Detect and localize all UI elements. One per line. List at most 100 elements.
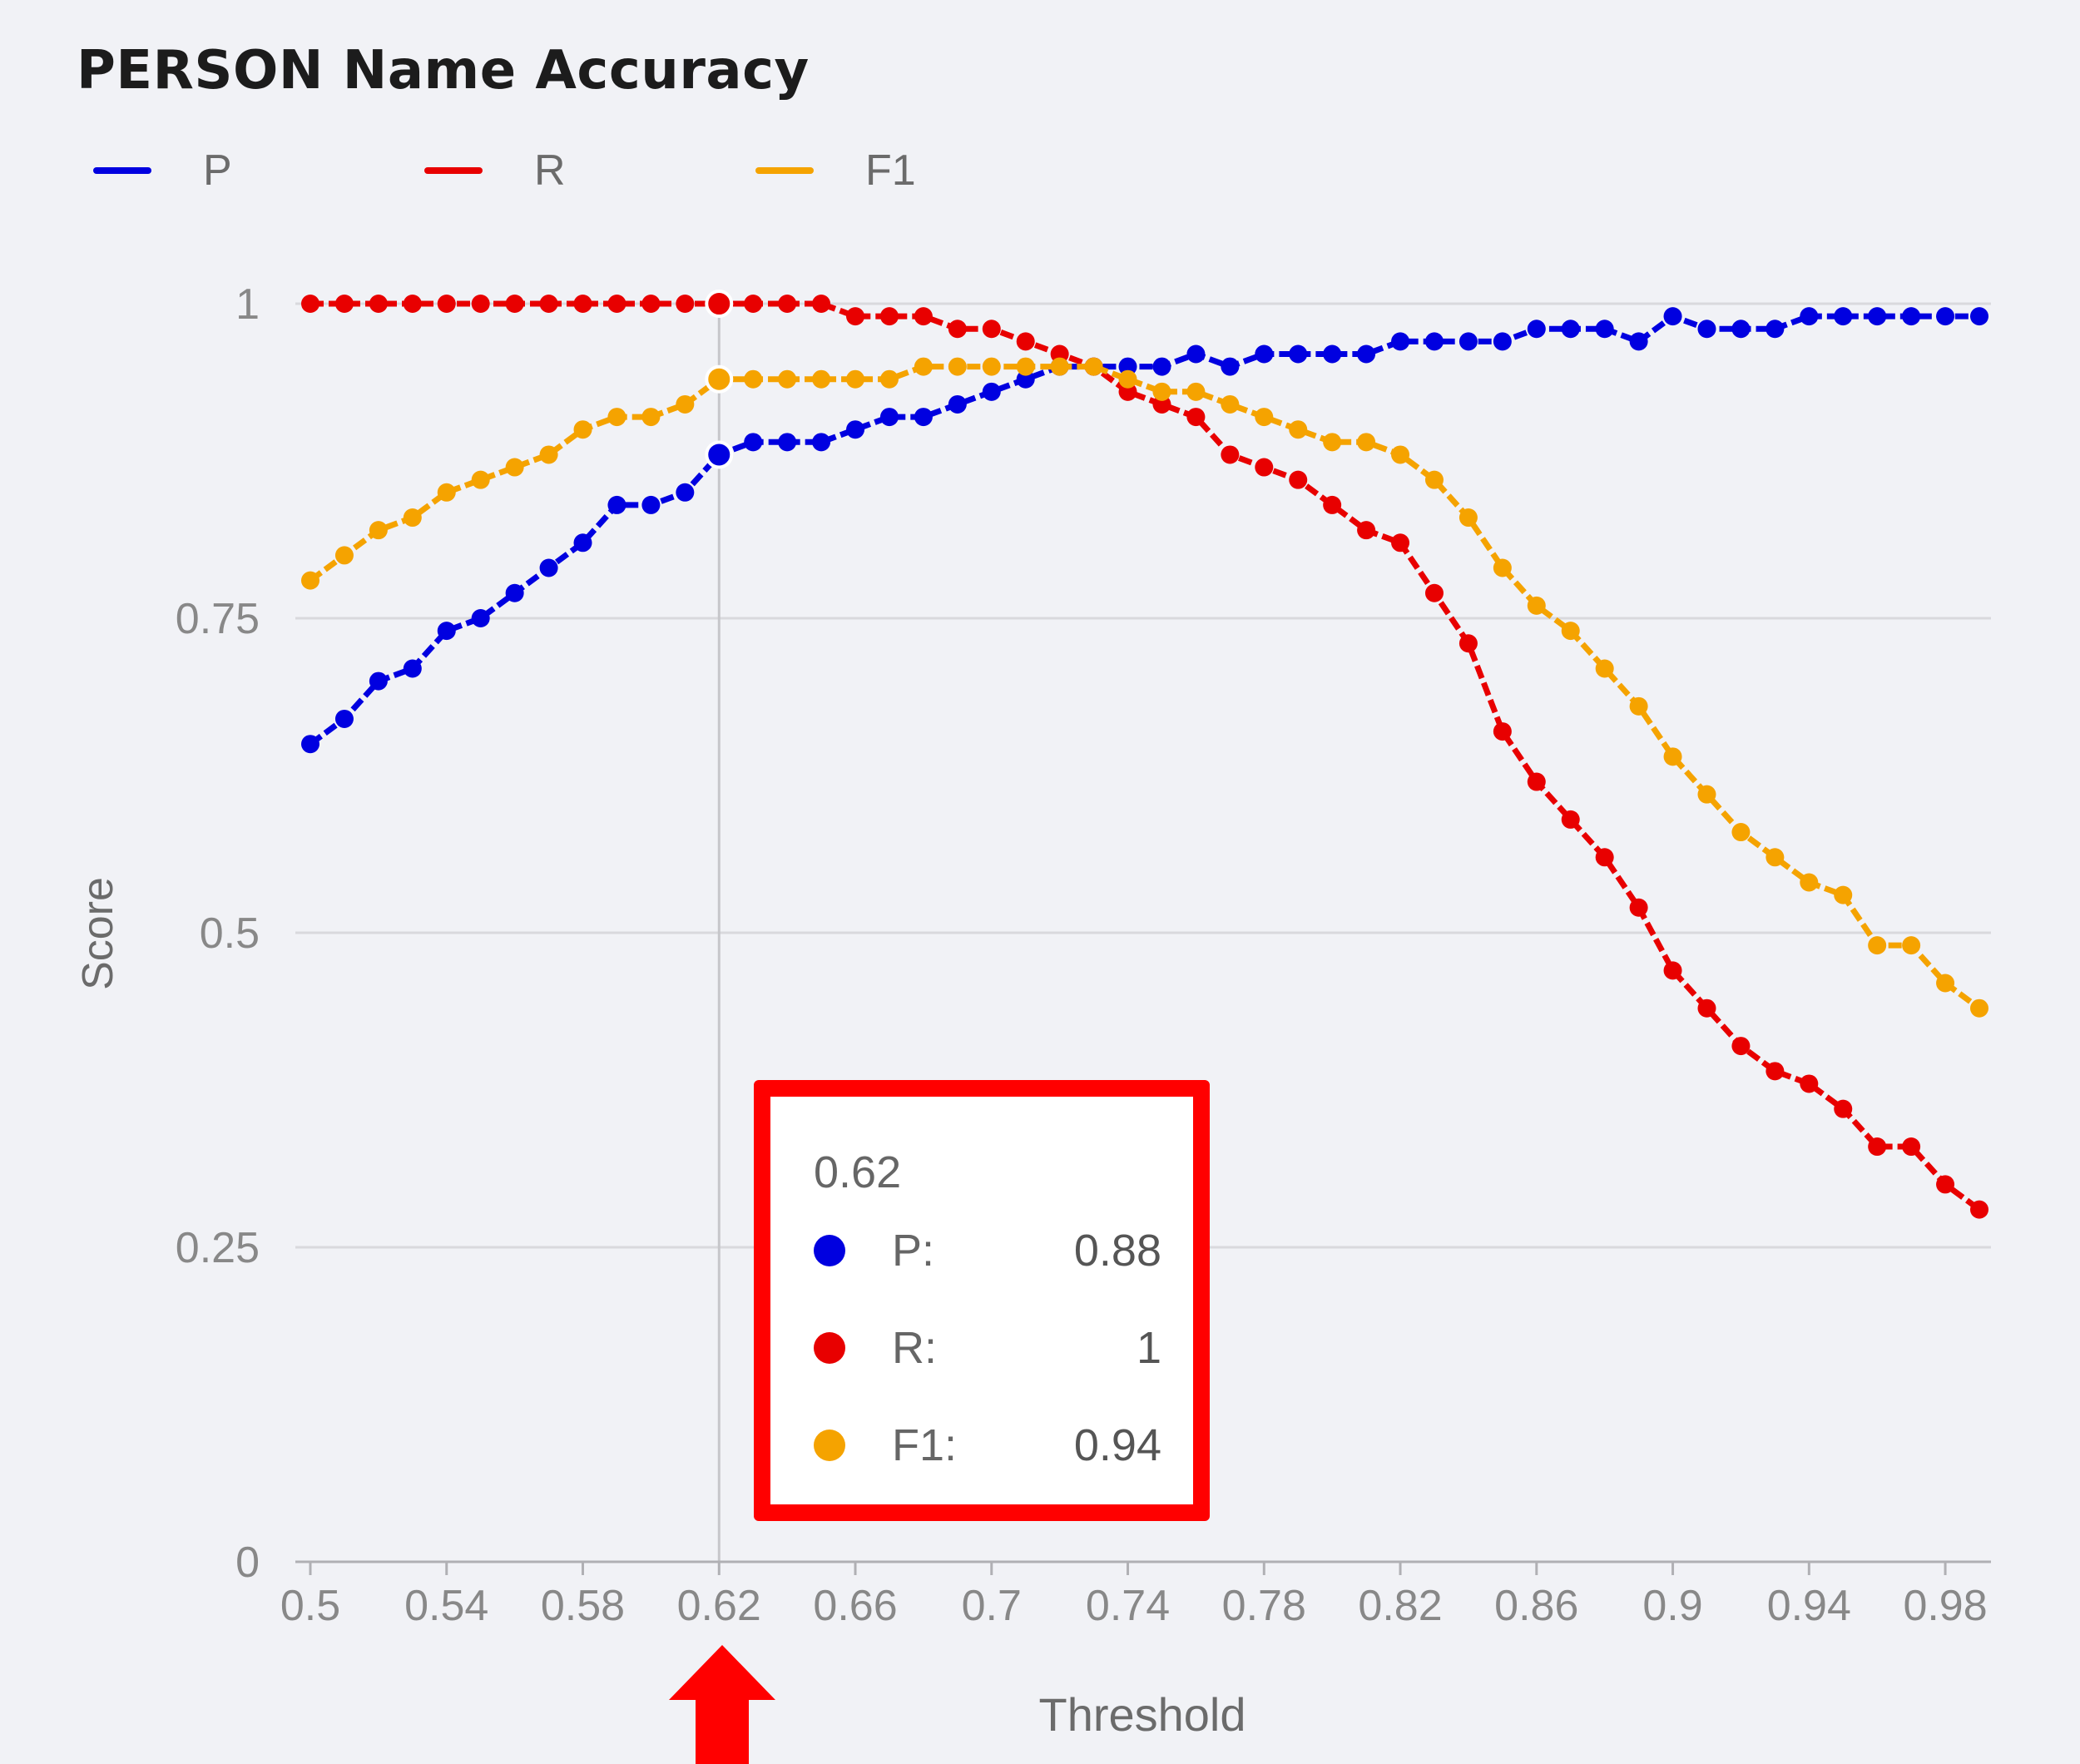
data-point-p (1357, 344, 1376, 364)
data-point-r (1766, 1062, 1785, 1081)
data-point-f1 (1391, 445, 1410, 464)
data-point-r (1561, 810, 1580, 829)
legend-item-f1[interactable]: F1 (755, 141, 916, 200)
x-tick-label: 0.58 (541, 1582, 625, 1630)
data-point-p (676, 483, 695, 502)
data-point-p (846, 420, 865, 439)
data-point-f1 (1152, 382, 1171, 401)
data-point-r (1834, 1099, 1853, 1118)
data-point-f1 (1800, 873, 1819, 892)
data-point-p (437, 622, 456, 641)
data-point-r (1289, 470, 1308, 489)
data-point-r (705, 290, 734, 318)
data-point-r (1868, 1137, 1887, 1157)
data-point-r (539, 295, 558, 313)
tooltip-series-name: P: (892, 1226, 935, 1276)
tooltip-series-name: F1: (892, 1420, 958, 1470)
data-point-f1 (778, 369, 797, 389)
data-point-p (1118, 357, 1137, 376)
data-point-r (982, 320, 1001, 339)
data-point-p (1016, 369, 1035, 389)
legend-label-r: R (534, 146, 566, 195)
data-point-f1 (1186, 382, 1206, 401)
x-tick-label: 0.94 (1767, 1582, 1851, 1630)
legend-item-r[interactable]: R (424, 141, 566, 200)
up-arrow-icon (669, 1645, 775, 1764)
tooltip-dot (814, 1235, 845, 1266)
x-tick-label: 0.74 (1086, 1582, 1170, 1630)
data-point-r (1527, 772, 1546, 791)
tooltip-row-r: R: 1 (814, 1319, 1161, 1377)
x-tick-label: 0.62 (677, 1582, 761, 1630)
data-point-r (1493, 722, 1512, 741)
tooltip-row-p: P: 0.88 (814, 1221, 1161, 1280)
data-point-r (1221, 445, 1240, 464)
y-tick-label: 1 (235, 280, 260, 329)
data-point-r (403, 295, 422, 313)
data-point-p (573, 533, 592, 552)
x-tick-label: 0.82 (1358, 1582, 1442, 1630)
data-point-p (1323, 344, 1342, 364)
data-point-f1 (1458, 508, 1478, 528)
data-point-r (471, 295, 490, 313)
legend-item-p[interactable]: P (93, 141, 232, 200)
data-point-f1 (1016, 357, 1035, 376)
data-point-r (744, 295, 763, 313)
data-point-p (505, 583, 524, 602)
data-point-f1 (437, 483, 456, 502)
data-point-p (705, 440, 734, 469)
tooltip: 0.62 P: 0.88 R: 1 F1: 0.94 (754, 1080, 1210, 1521)
data-point-p (1663, 307, 1682, 326)
data-point-r (437, 295, 456, 313)
data-point-r (846, 307, 865, 326)
data-point-p (744, 433, 763, 452)
data-point-p (1902, 307, 1921, 326)
data-point-p (1868, 307, 1887, 326)
data-point-f1 (403, 508, 422, 528)
data-point-f1 (1868, 936, 1887, 955)
legend-label-f1: F1 (865, 146, 916, 195)
data-point-f1 (301, 571, 319, 590)
data-point-f1 (1697, 785, 1716, 804)
x-tick-label: 0.5 (280, 1582, 340, 1630)
data-point-f1 (1424, 470, 1444, 489)
data-point-r (1186, 408, 1206, 427)
tooltip-value: 0.88 (1073, 1226, 1161, 1276)
tooltip-value: 1 (1136, 1323, 1161, 1373)
data-point-r (1663, 961, 1682, 980)
data-point-f1 (1902, 936, 1921, 955)
x-tick-label: 0.9 (1642, 1582, 1702, 1630)
data-point-r (301, 295, 319, 313)
data-point-f1 (1084, 357, 1103, 376)
data-point-r (505, 295, 524, 313)
data-point-r (948, 320, 967, 339)
data-point-p (1970, 307, 1988, 326)
data-point-p (1424, 332, 1444, 351)
data-point-p (982, 382, 1001, 401)
data-point-p (914, 408, 933, 427)
x-tick-label: 0.54 (404, 1582, 488, 1630)
data-point-p (1766, 320, 1785, 339)
data-point-r (676, 295, 695, 313)
data-point-p (1527, 320, 1546, 339)
data-point-f1 (705, 364, 734, 394)
data-point-f1 (846, 369, 865, 389)
data-point-r (334, 295, 354, 313)
data-point-r (1970, 1200, 1988, 1219)
x-tick-label: 0.86 (1494, 1582, 1578, 1630)
data-point-p (607, 495, 626, 514)
data-point-r (778, 295, 797, 313)
data-point-p (471, 609, 490, 627)
data-point-r (1255, 458, 1274, 477)
data-point-p (1561, 320, 1580, 339)
data-point-r (1595, 848, 1614, 867)
data-point-f1 (1289, 420, 1308, 439)
data-point-p (879, 408, 899, 427)
series-line-f1 (308, 364, 1982, 1011)
tooltip-dot (814, 1332, 845, 1364)
data-point-p (1493, 332, 1512, 351)
data-point-r (1800, 1074, 1819, 1093)
data-point-r (879, 307, 899, 326)
data-point-p (539, 558, 558, 577)
data-point-f1 (369, 521, 388, 540)
